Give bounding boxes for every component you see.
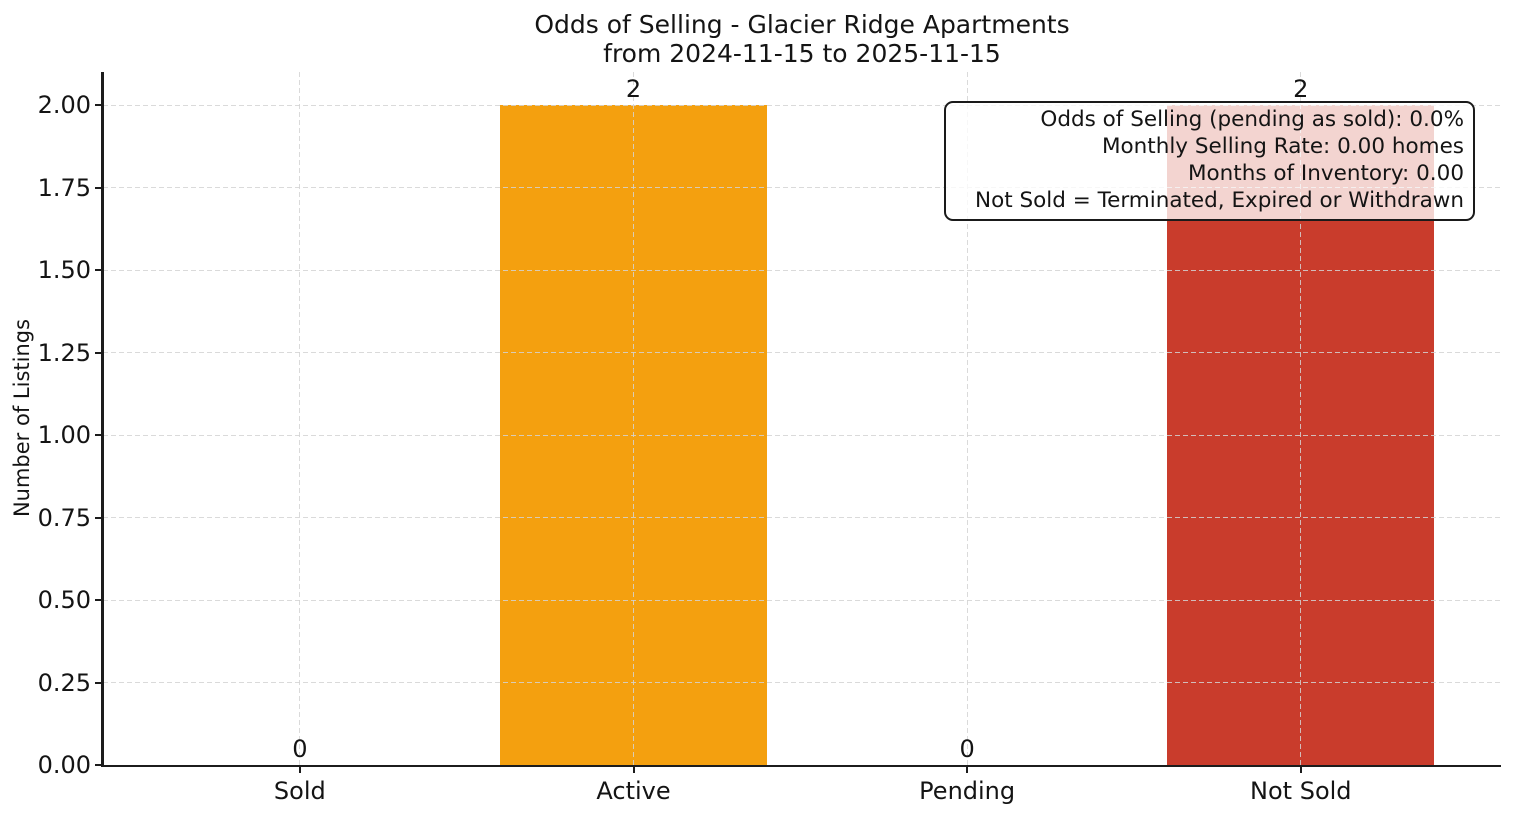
y-tick-label: 1.00 xyxy=(37,421,91,449)
h-gridline-1.75 xyxy=(103,187,1501,188)
y-tick-mark-1.75 xyxy=(95,186,103,189)
x-tick-mark-not-sold xyxy=(1299,766,1302,773)
x-tick-label-active: Active xyxy=(596,777,671,805)
v-gridline-pending xyxy=(966,72,968,765)
chart-title-line1: Odds of Selling - Glacier Ridge Apartmen… xyxy=(534,10,1070,39)
y-tick-mark-0.25 xyxy=(95,681,103,684)
h-gridline-1.50 xyxy=(103,269,1501,271)
y-tick-label: 1.50 xyxy=(37,256,91,284)
y-tick-label: 0.00 xyxy=(37,751,91,779)
x-tick-label-pending: Pending xyxy=(919,777,1016,805)
y-tick-mark-1.00 xyxy=(95,434,103,436)
x-tick-label-not-sold: Not Sold xyxy=(1250,777,1352,805)
annotation-not-sold-definition: Not Sold = Terminated, Expired or Withdr… xyxy=(975,188,1464,213)
y-tick-label: 1.25 xyxy=(37,338,91,367)
bar-value-label-pending: 0 xyxy=(959,735,975,763)
y-tick-mark-1.50 xyxy=(95,269,103,271)
h-gridline-1.00 xyxy=(103,434,1501,436)
y-tick-label: 0.25 xyxy=(37,668,91,697)
v-gridline-sold xyxy=(299,72,301,765)
chart-title-line2: from 2024-11-15 to 2025-11-15 xyxy=(603,39,1001,68)
h-gridline-0.75 xyxy=(103,517,1501,518)
y-tick-label: 1.75 xyxy=(37,173,91,202)
h-gridline-1.25 xyxy=(103,352,1501,353)
y-tick-label: 0.75 xyxy=(37,503,91,532)
x-axis-spine xyxy=(101,764,1501,767)
y-tick-mark-0.50 xyxy=(95,599,103,601)
x-tick-label-sold: Sold xyxy=(273,777,326,805)
y-axis-label: Number of Listings xyxy=(10,318,34,518)
stats-annotation-box: Odds of Selling (pending as sold): 0.0% … xyxy=(944,101,1475,221)
y-tick-label: 0.50 xyxy=(37,586,91,614)
h-gridline-0.25 xyxy=(103,682,1501,683)
v-gridline-active xyxy=(633,72,634,765)
x-tick-mark-pending xyxy=(966,766,969,773)
annotation-odds-of-selling: Odds of Selling (pending as sold): 0.0% xyxy=(1040,107,1464,132)
chart-title: Odds of Selling - Glacier Ridge Apartmen… xyxy=(103,10,1501,68)
v-gridline-not-sold xyxy=(1300,72,1302,765)
x-tick-mark-active xyxy=(632,766,635,773)
y-tick-mark-2.00 xyxy=(95,104,103,106)
h-gridline-0.50 xyxy=(103,599,1501,601)
annotation-monthly-selling-rate: Monthly Selling Rate: 0.00 homes xyxy=(1101,134,1464,159)
y-tick-mark-0.75 xyxy=(95,516,103,519)
y-tick-label: 2.00 xyxy=(37,91,91,119)
x-tick-mark-sold xyxy=(298,766,301,773)
y-tick-mark-1.25 xyxy=(95,351,103,354)
annotation-months-of-inventory: Months of Inventory: 0.00 xyxy=(1187,161,1464,186)
y-axis-spine xyxy=(101,72,104,767)
bar-value-label-not-sold: 2 xyxy=(1293,75,1309,103)
bar-value-label-sold: 0 xyxy=(292,735,308,763)
plot-area: 0.00 0.25 0.50 0.75 1.00 1.25 1.50 1.75 2.00 Sold… xyxy=(38,72,1501,805)
h-gridline-2.00 xyxy=(103,104,1501,106)
y-tick-mark-0.00 xyxy=(95,764,103,766)
bar-value-label-active: 2 xyxy=(625,75,642,103)
